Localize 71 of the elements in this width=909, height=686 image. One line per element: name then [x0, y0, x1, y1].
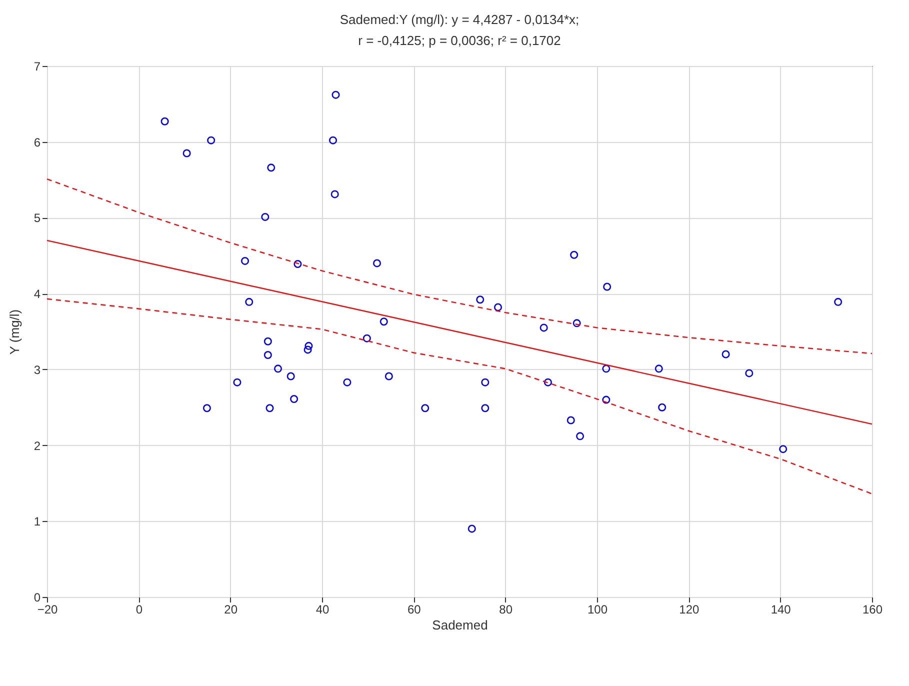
- chart-title: Sademed:Y (mg/l): y = 4,4287 - 0,0134*x;: [340, 12, 580, 27]
- y-tick-label: 2: [34, 438, 41, 453]
- point: [182, 149, 191, 158]
- point: [494, 303, 502, 312]
- point: [602, 396, 610, 404]
- point: [304, 346, 312, 354]
- point: [290, 395, 298, 404]
- point: [779, 445, 788, 454]
- point: [264, 337, 272, 346]
- point: [233, 378, 242, 386]
- x-tick-label: 40: [316, 602, 330, 616]
- y-tick-label: 6: [34, 135, 41, 150]
- point: [266, 404, 274, 412]
- point: [286, 372, 295, 380]
- chart-subtitle: r = -0,4125; p = 0,0036; r² = 0,1702: [358, 33, 561, 48]
- point: [602, 364, 610, 373]
- point: [468, 524, 476, 533]
- point: [576, 432, 584, 440]
- point: [421, 404, 430, 412]
- point: [476, 296, 484, 304]
- point: [544, 378, 552, 386]
- y-tick-label: 0: [34, 590, 41, 604]
- point: [834, 298, 842, 306]
- x-tick-label: 100: [587, 602, 608, 616]
- x-axis-title: Sademed: [432, 618, 488, 632]
- x-tick-label: 20: [224, 602, 238, 616]
- point: [207, 136, 216, 144]
- point: [654, 364, 663, 373]
- x-tick-label: 140: [770, 602, 792, 616]
- point: [745, 369, 754, 378]
- y-tick-label: 1: [34, 514, 41, 529]
- point: [481, 404, 490, 412]
- point: [332, 90, 340, 99]
- point: [274, 364, 282, 373]
- y-tick-label: 3: [34, 362, 41, 377]
- point: [264, 351, 272, 360]
- point: [540, 324, 548, 332]
- point: [294, 260, 302, 268]
- point: [481, 378, 490, 386]
- line-series: [46, 178, 873, 354]
- point: [343, 378, 352, 386]
- point: [566, 416, 575, 424]
- y-tick-label: 4: [34, 287, 41, 302]
- point: [245, 298, 254, 306]
- x-tick-label: 160: [862, 602, 883, 616]
- point: [372, 259, 382, 268]
- x-tick-label: 0: [136, 602, 143, 616]
- x-tick-label: 120: [679, 602, 700, 616]
- point: [330, 190, 339, 198]
- point: [240, 256, 250, 265]
- x-tick-label: 60: [407, 602, 422, 616]
- y-axis-title: Y (mg/l): [6, 309, 22, 355]
- point: [722, 350, 730, 358]
- y-tick-label: 5: [34, 211, 41, 226]
- point: [261, 212, 270, 221]
- point: [160, 117, 169, 126]
- point: [304, 342, 313, 350]
- point: [572, 319, 581, 328]
- point: [603, 282, 612, 291]
- point: [658, 403, 666, 412]
- x-tick-label: 80: [499, 602, 513, 616]
- point: [362, 334, 371, 342]
- point: [267, 164, 276, 172]
- line-series: [46, 298, 873, 494]
- point: [570, 250, 578, 259]
- point: [384, 372, 393, 380]
- point: [380, 318, 388, 326]
- y-tick-label: 7: [34, 60, 41, 74]
- point: [328, 136, 338, 144]
- x-tick-label: −20: [37, 602, 58, 616]
- point: [202, 404, 211, 412]
